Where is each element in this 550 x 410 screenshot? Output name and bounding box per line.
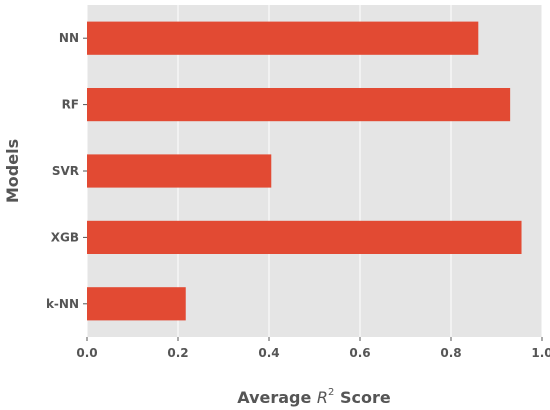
x-tick-label: 0.4 [258, 346, 279, 360]
bar-svr [87, 154, 272, 188]
y-tick-label: XGB [51, 230, 79, 244]
x-tick-label: 1.0 [531, 346, 550, 360]
bar-xgb [87, 220, 522, 254]
bar-k-nn [87, 287, 186, 321]
x-tick-label: 0.6 [349, 346, 370, 360]
x-tick-label: 0.0 [76, 346, 97, 360]
x-axis-label-superscript: 2 [328, 387, 334, 398]
x-tick-labels: 0.0 0.2 0.4 0.6 0.8 1.0 [76, 337, 550, 360]
y-axis-label: Models [3, 139, 22, 203]
y-tick-label: k-NN [46, 297, 79, 311]
bar-nn [87, 21, 479, 55]
x-axis-label: Average R2 Score [237, 387, 391, 407]
x-axis-label-suffix: Score [334, 388, 390, 407]
y-tick-label: RF [62, 98, 79, 112]
x-tick-label: 0.2 [167, 346, 188, 360]
x-tick-label: 0.8 [440, 346, 461, 360]
x-axis-label-symbol: R [317, 388, 328, 407]
y-tick-label: SVR [52, 164, 79, 178]
bar-rf [87, 88, 511, 122]
y-tick-label: NN [59, 31, 79, 45]
y-tick-labels: NN RF SVR XGB k-NN [46, 31, 87, 311]
x-axis-label-prefix: Average [237, 388, 317, 407]
bars [87, 21, 522, 321]
